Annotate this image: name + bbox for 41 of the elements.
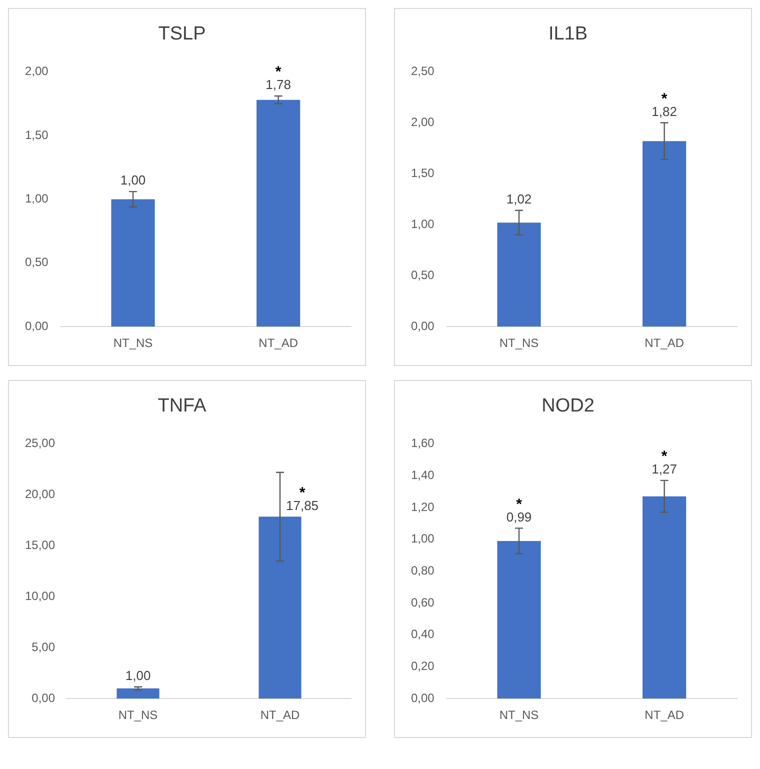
data-label: 1,02 <box>506 191 532 206</box>
y-tick-label: 0,00 <box>410 318 435 333</box>
x-tick-label: NT_AD <box>260 708 300 722</box>
y-tick-label: 0,00 <box>32 690 56 705</box>
y-tick-label: 1,40 <box>410 468 435 482</box>
y-tick-label: 0,50 <box>24 255 49 270</box>
x-tick-label: NT_AD <box>644 708 684 722</box>
y-tick-label: 2,50 <box>410 64 435 78</box>
x-tick-label: NT_NS <box>118 708 158 722</box>
y-tick-label: 25,00 <box>25 436 56 450</box>
data-label: 1,00 <box>120 172 146 188</box>
chart-title: TNFA <box>158 396 207 417</box>
y-tick-label: 1,50 <box>24 128 49 142</box>
y-tick-label: 15,00 <box>25 538 56 552</box>
x-tick-label: NT_NS <box>499 336 539 350</box>
y-tick-label: 1,50 <box>410 166 435 180</box>
y-tick-label: 2,00 <box>410 115 435 130</box>
x-tick-label: NT_NS <box>113 336 153 350</box>
y-tick-label: 0,60 <box>410 595 435 610</box>
y-tick-label: 1,60 <box>410 436 435 450</box>
x-tick-label: NT_NS <box>499 708 539 722</box>
y-tick-label: 2,00 <box>24 64 49 78</box>
y-tick-label: 20,00 <box>25 487 56 502</box>
x-tick-label: NT_AD <box>258 336 298 350</box>
y-tick-label: 0,40 <box>410 627 435 642</box>
y-tick-label: 1,00 <box>410 216 435 231</box>
y-tick-label: 1,00 <box>24 192 49 206</box>
y-tick-label: 5,00 <box>32 640 56 654</box>
chart-title: TSLP <box>158 24 206 45</box>
y-tick-label: 0,00 <box>24 318 49 333</box>
y-tick-label: 0,20 <box>410 659 435 674</box>
chart-title: NOD2 <box>542 396 594 417</box>
chart-title: IL1B <box>548 24 588 45</box>
data-label: 1,00 <box>125 668 151 683</box>
y-tick-label: 0,50 <box>410 268 435 282</box>
y-tick-label: 1,00 <box>410 532 435 546</box>
y-tick-label: 1,20 <box>410 500 435 514</box>
x-tick-label: NT_AD <box>644 336 684 350</box>
y-tick-label: 0,80 <box>410 564 435 578</box>
y-tick-label: 0,00 <box>410 690 435 705</box>
y-tick-label: 10,00 <box>25 588 56 603</box>
